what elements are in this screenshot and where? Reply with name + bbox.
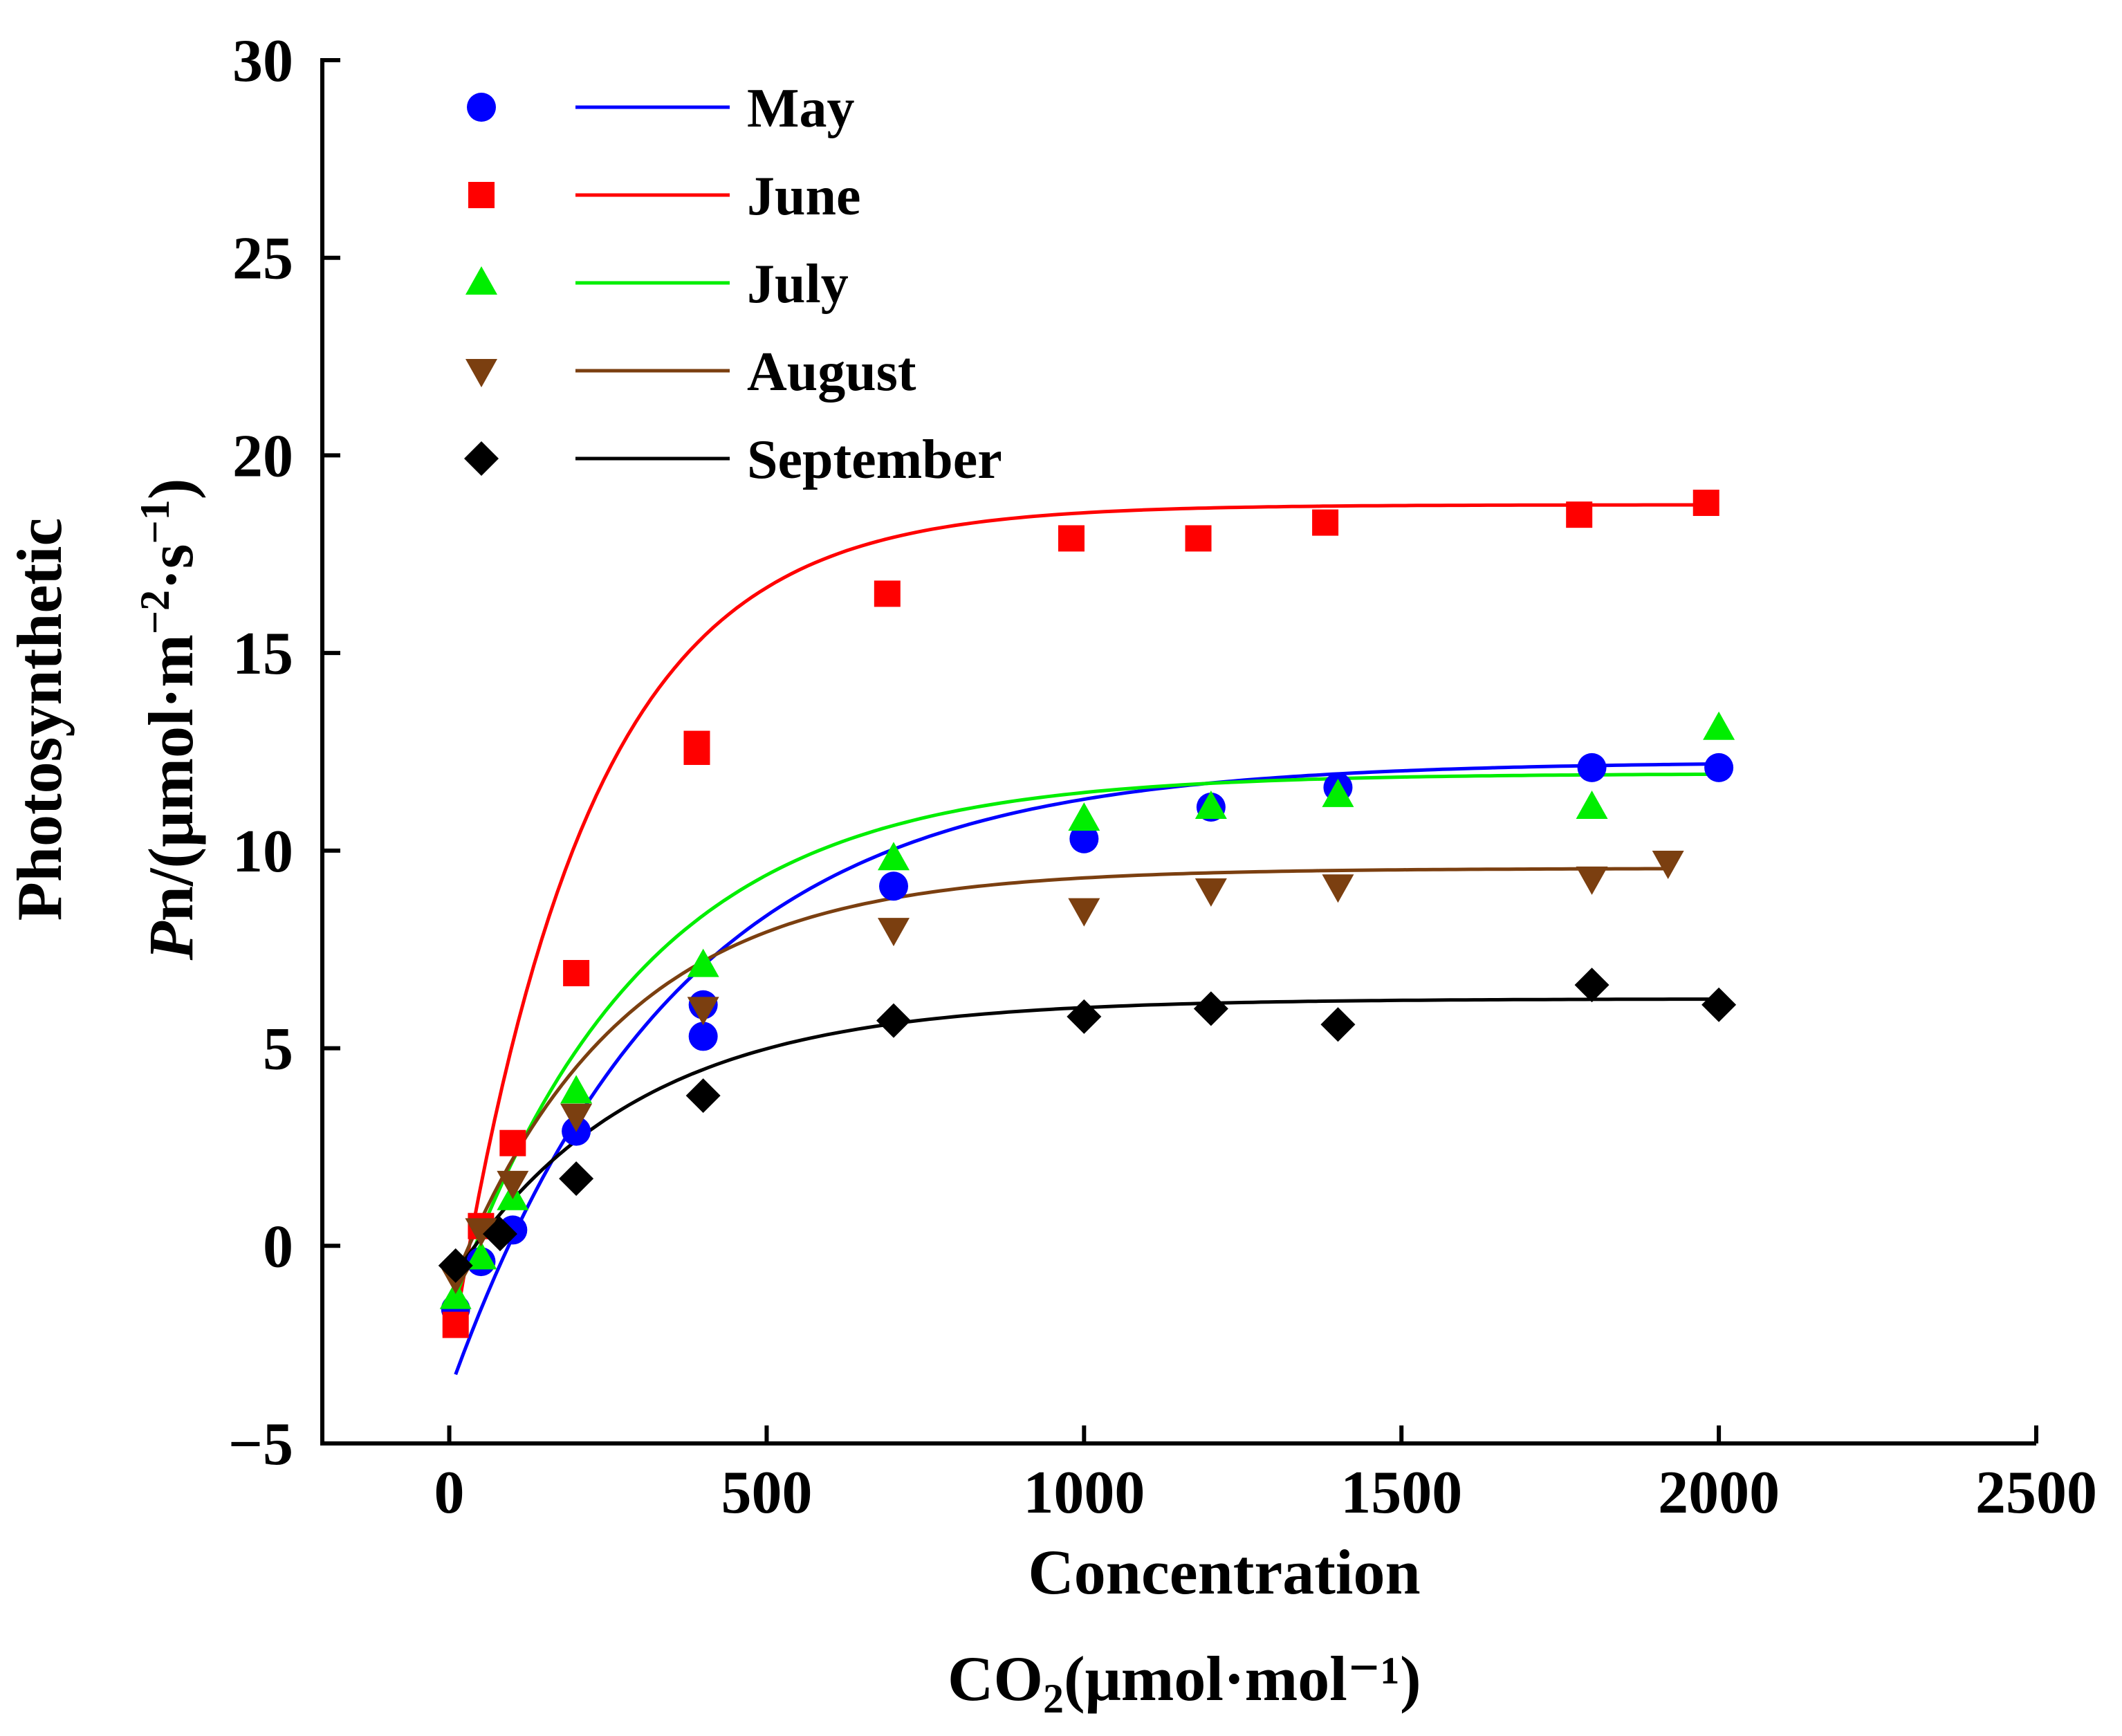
data-point-july xyxy=(439,1280,472,1309)
y-axis-units-italic: P xyxy=(136,921,206,961)
y-tick-label: 15 xyxy=(232,620,293,687)
y-tick-label: 0 xyxy=(263,1213,293,1280)
data-point-july xyxy=(1576,791,1608,819)
y-axis-units-mid: n/(μmol·m xyxy=(136,634,206,921)
data-point-august xyxy=(1194,878,1227,907)
y-axis-units-exp2: −1 xyxy=(132,499,178,544)
y-tick-label: 30 xyxy=(232,28,293,95)
legend-label-september: September xyxy=(747,430,1002,490)
data-point-july xyxy=(560,1075,593,1104)
y-tick-label: 5 xyxy=(263,1016,293,1083)
data-point-august xyxy=(1322,874,1354,903)
data-point-june xyxy=(874,580,901,607)
data-point-september xyxy=(1574,968,1609,1003)
data-point-may xyxy=(879,871,908,901)
data-point-may xyxy=(1069,824,1099,853)
data-point-september xyxy=(438,1248,473,1283)
data-point-june xyxy=(442,1311,469,1338)
fit-curve-june xyxy=(454,503,1706,1326)
data-point-july xyxy=(1068,802,1100,831)
data-point-september xyxy=(559,1161,594,1197)
data-point-august xyxy=(1576,866,1608,895)
y-tick-label: 10 xyxy=(232,818,293,885)
y-tick-label: −5 xyxy=(228,1411,293,1478)
data-point-august xyxy=(687,997,719,1026)
data-point-august xyxy=(878,918,910,947)
fit-curves xyxy=(454,503,1719,1376)
fit-curve-may xyxy=(454,762,1719,1376)
data-point-august xyxy=(497,1170,529,1199)
axes xyxy=(320,58,2036,1446)
data-point-july xyxy=(687,948,719,977)
legend-marker-september xyxy=(464,441,499,476)
data-point-july xyxy=(1322,778,1354,807)
data-point-june xyxy=(1692,490,1719,516)
legend: May June July August September xyxy=(464,78,1002,490)
legend-marker-june xyxy=(468,182,495,208)
data-point-september xyxy=(685,1078,721,1114)
x-tick-label: 500 xyxy=(721,1459,812,1526)
y-axis-units-end: ) xyxy=(136,479,206,500)
data-point-august xyxy=(1652,851,1684,879)
data-point-july xyxy=(465,1241,497,1270)
data-point-august xyxy=(465,1218,497,1247)
data-point-august xyxy=(1068,898,1100,927)
x-tick-label: 2500 xyxy=(1975,1459,2097,1526)
data-point-may xyxy=(1577,752,1607,782)
data-point-june xyxy=(1566,501,1593,528)
data-point-august xyxy=(560,1103,593,1132)
legend-label-july: July xyxy=(747,254,849,315)
fit-curve-september xyxy=(454,997,1719,1275)
data-point-july xyxy=(1703,711,1735,740)
x-axis-units-rest: (μmol·mol⁻¹) xyxy=(1064,1643,1421,1714)
x-axis-units-sub: 2 xyxy=(1043,1676,1064,1721)
data-point-september xyxy=(876,1003,911,1038)
data-point-september xyxy=(482,1217,517,1252)
data-point-may xyxy=(1704,752,1734,782)
data-point-june xyxy=(1312,509,1339,536)
y-tick-label: 25 xyxy=(232,225,293,293)
x-tick-label: 1500 xyxy=(1340,1459,1462,1526)
x-tick-label: 0 xyxy=(434,1459,465,1526)
data-point-september xyxy=(1067,999,1102,1034)
legend-label-may: May xyxy=(747,78,855,139)
y-axis-title: Photosynthetic xyxy=(4,518,75,921)
legend-label-june: June xyxy=(747,166,861,227)
x-tick-label: 2000 xyxy=(1658,1459,1780,1526)
data-point-september xyxy=(1193,991,1228,1026)
x-tick-label: 1000 xyxy=(1023,1459,1145,1526)
y-axis-units-dot: ·s xyxy=(136,544,206,589)
x-axis-title: Concentration xyxy=(1028,1537,1420,1607)
data-point-june xyxy=(683,730,710,757)
y-axis-units: Pn/(μmol·m−2·s−1) xyxy=(132,479,206,961)
data-point-june xyxy=(563,960,590,986)
legend-marker-august xyxy=(465,359,497,387)
data-point-july xyxy=(878,842,910,871)
data-point-june xyxy=(1185,525,1212,552)
legend-marker-may xyxy=(467,93,496,122)
y-tick-label: 20 xyxy=(232,423,293,490)
tick-group: 0 500 1000 1500 2000 2500 −5 0 5 10 15 20 25 30 xyxy=(228,28,2097,1526)
x-axis-units-co: CO xyxy=(948,1643,1043,1714)
data-point-july xyxy=(1194,791,1227,819)
legend-marker-july xyxy=(465,266,497,295)
data-point-june xyxy=(499,1129,526,1156)
data-point-september xyxy=(1701,987,1737,1022)
fit-curve-july xyxy=(454,772,1719,1298)
data-point-may xyxy=(688,1022,718,1051)
y-axis-units-exp1: −2 xyxy=(132,590,178,634)
data-point-september xyxy=(1320,1007,1356,1042)
data-markers xyxy=(438,490,1737,1338)
fit-curve-august xyxy=(454,867,1668,1278)
legend-label-august: August xyxy=(747,342,916,403)
x-axis-units: CO2(μmol·mol⁻¹) xyxy=(948,1643,1421,1721)
data-point-june xyxy=(1058,525,1085,552)
